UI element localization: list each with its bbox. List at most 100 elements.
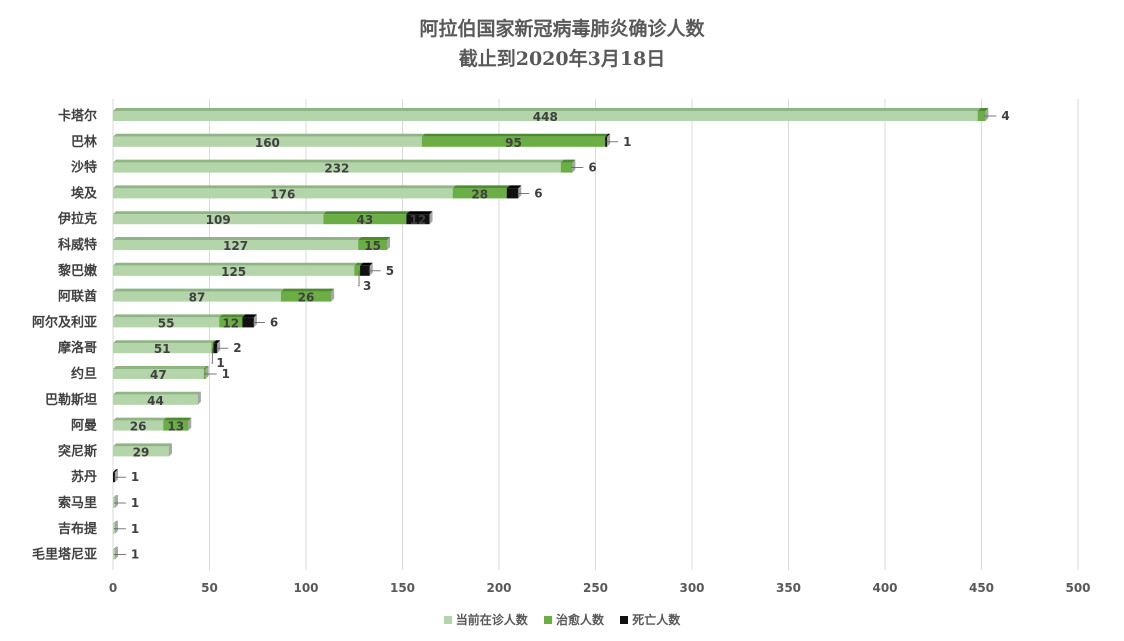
- bar-active: [113, 188, 453, 199]
- data-label: 28: [471, 187, 488, 201]
- bar-recovered-top: [358, 237, 391, 240]
- bar-death: [506, 188, 519, 199]
- bar-death-top: [113, 469, 118, 473]
- bar-death: [242, 317, 254, 328]
- data-label: 43: [357, 213, 374, 227]
- bar-active-top: [113, 211, 327, 215]
- bar-death: [406, 214, 430, 225]
- legend-swatch-active: [443, 615, 452, 624]
- data-label: 51: [154, 342, 171, 356]
- bar-active-top: [113, 443, 172, 447]
- bar-active-top: [113, 417, 167, 421]
- bar-recovered-top: [280, 288, 335, 292]
- bar-recovered: [280, 291, 332, 302]
- bar-recovered: [219, 317, 243, 328]
- bar-active: [113, 136, 422, 147]
- category-label: 约旦: [71, 366, 97, 382]
- bar-recovered-top: [560, 159, 576, 163]
- bar-side: [188, 417, 192, 431]
- bar-recovered: [354, 265, 361, 276]
- bar-side: [114, 495, 118, 508]
- data-label-callout: 4: [1001, 109, 1009, 123]
- bar-active: [113, 420, 164, 431]
- legend-label-recovered: 治愈人数: [555, 613, 604, 627]
- x-tick-label: 350: [776, 581, 801, 595]
- bar-recovered: [323, 214, 407, 225]
- x-tick-label: 500: [1065, 581, 1090, 595]
- data-label-callout: 1: [131, 470, 139, 484]
- data-label-callout: 6: [270, 315, 278, 329]
- data-label: 13: [167, 420, 184, 434]
- data-label: 448: [533, 110, 558, 124]
- data-label-callout: 5: [386, 264, 394, 278]
- bar-side: [197, 391, 201, 405]
- category-label: 黎巴嫩: [58, 263, 98, 279]
- bar-death-top: [360, 262, 373, 266]
- bar-death: [360, 265, 370, 276]
- category-label: 科威特: [58, 237, 97, 253]
- bar-death: [213, 343, 218, 354]
- data-label-callout: 1: [131, 496, 139, 510]
- data-label: 109: [206, 213, 231, 227]
- data-label-callout: 1: [623, 135, 631, 149]
- bar-side: [114, 520, 118, 534]
- bar-active: [113, 214, 324, 225]
- chart-title: 阿拉伯国家新冠病毒肺炎确诊人数: [419, 18, 705, 40]
- bar-death-top: [406, 211, 433, 215]
- legend: 当前在诊人数 治愈人数 死亡人数: [0, 611, 1124, 628]
- legend-label-death: 死亡人数: [632, 613, 681, 627]
- data-label: 15: [364, 239, 381, 253]
- bar-side: [217, 340, 221, 354]
- bar-active-top: [113, 133, 425, 137]
- bar-side: [369, 262, 373, 276]
- legend-swatch-recovered: [543, 615, 552, 624]
- data-label-callout: 6: [588, 161, 596, 175]
- bar-side: [429, 211, 433, 225]
- category-label: 苏丹: [71, 469, 97, 485]
- bar-side: [572, 159, 576, 173]
- x-tick-label: 400: [872, 581, 897, 595]
- category-label: 伊拉克: [57, 211, 97, 227]
- category-label: 阿联酋: [58, 289, 97, 305]
- bar-active: [113, 111, 978, 121]
- chart-subtitle: 截止到2020年3月18日: [458, 48, 666, 70]
- data-label: 26: [298, 291, 315, 305]
- data-label: 127: [223, 239, 248, 253]
- x-tick-label: 50: [201, 581, 218, 595]
- bar-death-top: [605, 133, 611, 137]
- bar-recovered-top: [421, 133, 609, 137]
- category-label: 摩洛哥: [58, 340, 97, 356]
- bar-side: [253, 314, 257, 328]
- legend-swatch-death: [620, 615, 629, 624]
- bar-recovered-top: [452, 185, 510, 189]
- bar-death-top: [506, 185, 522, 189]
- bar-active: [113, 369, 204, 379]
- bar-side: [607, 133, 611, 147]
- data-label-callout: 2: [233, 341, 241, 355]
- bar-active: [113, 265, 355, 276]
- bar-active: [113, 291, 281, 302]
- data-label-callout: 6: [534, 186, 542, 200]
- bar-active-top: [113, 340, 215, 344]
- bar-recovered-top: [354, 262, 364, 266]
- data-label: 176: [270, 187, 295, 201]
- bar-recovered-top: [323, 211, 410, 215]
- bar-active: [113, 162, 561, 173]
- bar-recovered-top: [163, 417, 192, 421]
- bar-side: [114, 469, 118, 483]
- leader-line: [211, 348, 213, 364]
- category-label: 埃及: [71, 185, 98, 201]
- category-label: 卡塔尔: [58, 108, 97, 124]
- bar-side: [985, 108, 989, 121]
- legend-label-active: 当前在诊人数: [455, 613, 528, 627]
- category-label: 阿曼: [71, 419, 97, 434]
- data-label-callout: 1: [216, 356, 224, 370]
- data-label-callout: 1: [131, 548, 139, 562]
- x-tick-label: 150: [390, 581, 415, 595]
- bar-side: [168, 443, 172, 457]
- legend-item-active: 当前在诊人数: [443, 611, 528, 628]
- category-label: 巴林: [71, 134, 97, 150]
- bar-death-top: [242, 314, 257, 318]
